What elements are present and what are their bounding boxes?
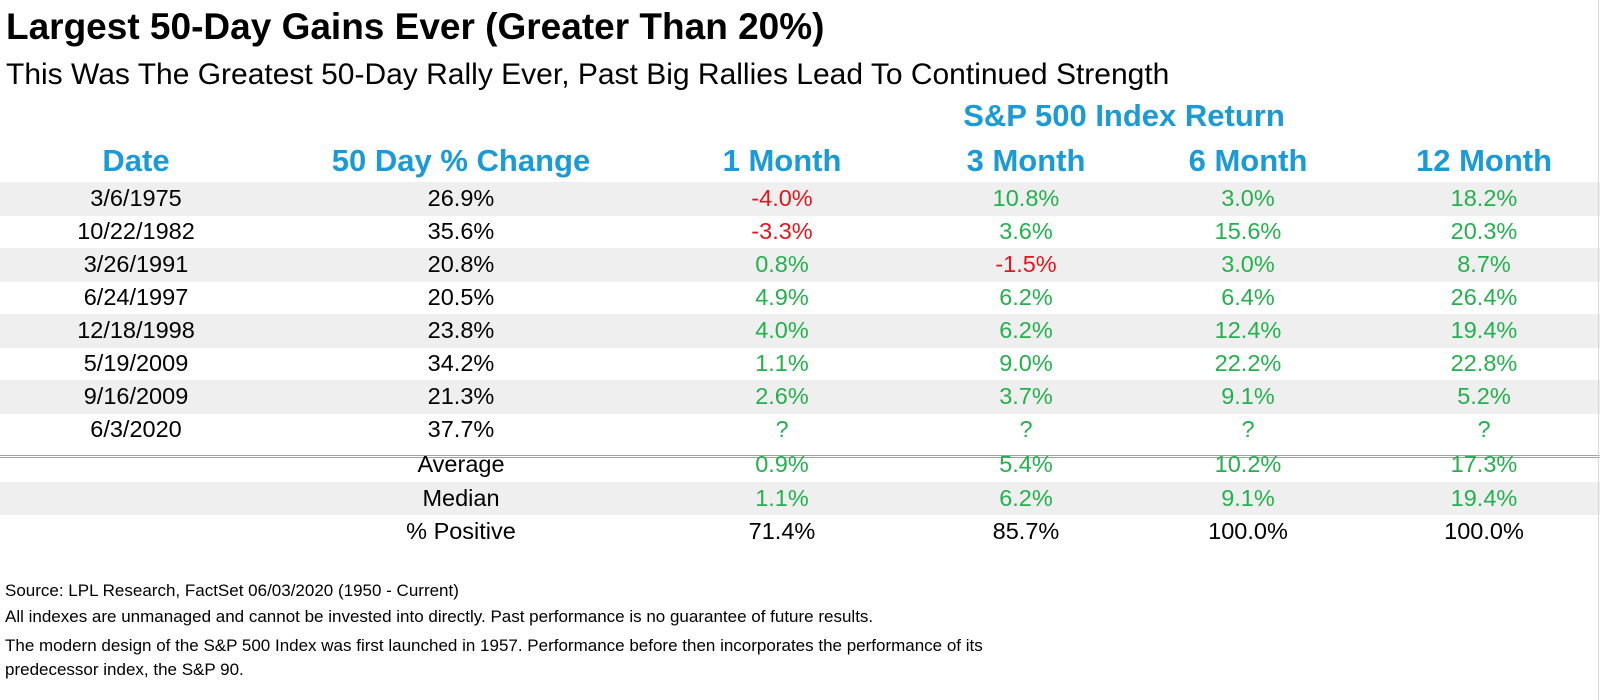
table-row: 10/22/1982 35.6% -3.3% 3.6% 15.6% 20.3% (0, 215, 1600, 249)
summary-value: 1.1% (755, 484, 809, 511)
cell-return: 2.6% (755, 383, 809, 410)
cell-date: 10/22/1982 (77, 218, 195, 245)
cell-return: 1.1% (755, 350, 809, 377)
summary-value: 71.4% (748, 518, 816, 545)
cell-date: 9/16/2009 (83, 383, 189, 410)
summary-value: 10.2% (1214, 451, 1282, 478)
cell-return: 6.4% (1221, 284, 1275, 311)
methodology-note-line-1: The modern design of the S&P 500 Index w… (5, 636, 983, 655)
table-row: 6/3/2020 37.7%???? (0, 413, 1600, 447)
page-subtitle: This Was The Greatest 50-Day Rally Ever,… (6, 58, 1170, 91)
table-row: 3/26/1991 20.8% 0.8% -1.5% 3.0% 8.7% (0, 248, 1600, 282)
cell-date: 3/26/1991 (83, 251, 189, 278)
table-divider (0, 455, 1600, 458)
table-row: 9/16/2009 21.3% 2.6% 3.7% 9.1% 5.2% (0, 380, 1600, 414)
cell-return: 9.1% (1221, 383, 1275, 410)
cell-return: -3.3% (751, 218, 813, 245)
cell-return: ? (775, 416, 789, 443)
page-title: Largest 50-Day Gains Ever (Greater Than … (6, 6, 825, 47)
cell-return: 3.0% (1221, 185, 1275, 212)
cell-return: 3.6% (999, 218, 1053, 245)
cell-50-day-change: 35.6% (427, 218, 495, 245)
cell-return: ? (1019, 416, 1033, 443)
column-header-12-month: 12 Month (1415, 142, 1553, 178)
summary-value (36, 448, 236, 482)
summary-value: 19.4% (1450, 484, 1518, 511)
cell-return: 6.2% (999, 317, 1053, 344)
cell-return: ? (1477, 416, 1491, 443)
cell-return: 19.4% (1450, 317, 1518, 344)
summary-row: Average 0.9% 5.4% 10.2% 17.3% (0, 448, 1600, 482)
cell-return: 9.0% (999, 350, 1053, 377)
cell-return: 20.3% (1450, 218, 1518, 245)
cell-50-day-change: 23.8% (427, 317, 495, 344)
column-header-1-month: 1 Month (722, 142, 842, 178)
cell-return: 26.4% (1450, 284, 1518, 311)
cell-date: 3/6/1975 (90, 185, 182, 212)
summary-value: 85.7% (992, 518, 1060, 545)
cell-date: 6/3/2020 (90, 416, 182, 443)
cell-return: -4.0% (751, 185, 813, 212)
cell-return: 12.4% (1214, 317, 1282, 344)
cell-return: 6.2% (999, 284, 1053, 311)
cell-return: 22.2% (1214, 350, 1282, 377)
summary-value: 17.3% (1450, 451, 1518, 478)
summary-row: % Positive 71.4% 85.7% 100.0% 100.0% (0, 515, 1600, 549)
summary-value: 100.0% (1444, 518, 1524, 545)
cell-return: 10.8% (992, 185, 1060, 212)
cell-return: 15.6% (1214, 218, 1282, 245)
cell-return: 18.2% (1450, 185, 1518, 212)
cell-return: 22.8% (1450, 350, 1518, 377)
summary-value: 100.0% (1208, 518, 1288, 545)
cell-date: 6/24/1997 (83, 284, 189, 311)
disclaimer-note: All indexes are unmanaged and cannot be … (5, 607, 874, 626)
summary-value (36, 515, 236, 549)
cell-return: ? (1241, 416, 1255, 443)
cell-return: 4.0% (755, 317, 809, 344)
cell-50-day-change: 20.8% (427, 251, 495, 278)
cell-50-day-change: 21.3% (427, 383, 495, 410)
summary-label: Average (417, 451, 505, 478)
summary-row: Median 1.1% 6.2% 9.1% 19.4% (0, 481, 1600, 516)
column-header-50-day-change: 50 Day % Change (331, 142, 591, 178)
summary-value: 6.2% (999, 484, 1053, 511)
summary-label: Median (422, 484, 500, 511)
summary-value: 0.9% (755, 451, 809, 478)
cell-date: 5/19/2009 (83, 350, 189, 377)
table-row: 12/18/1998 23.8% 4.0% 6.2% 12.4% 19.4% (0, 314, 1600, 348)
cell-50-day-change: 26.9% (427, 185, 495, 212)
cell-return: 0.8% (755, 251, 809, 278)
column-header-3-month: 3 Month (966, 142, 1086, 178)
table-row: 6/24/1997 20.5% 4.9% 6.2% 6.4% 26.4% (0, 281, 1600, 315)
cell-return: 3.7% (999, 383, 1053, 410)
cell-50-day-change: 34.2% (427, 350, 495, 377)
column-header-date: Date (102, 142, 170, 178)
cell-return: 3.0% (1221, 251, 1275, 278)
summary-value: 5.4% (999, 451, 1053, 478)
table-header-row: Date 50 Day % Change 1 Month 3 Month 6 M… (0, 142, 1600, 178)
table-row: 5/19/2009 34.2% 1.1% 9.0% 22.2% 22.8% (0, 347, 1600, 381)
cell-return: -1.5% (995, 251, 1057, 278)
methodology-note-line-2: predecessor index, the S&P 90. (5, 660, 244, 679)
cell-date: 12/18/1998 (77, 317, 195, 344)
cell-return: 5.2% (1457, 383, 1511, 410)
cell-return: 8.7% (1457, 251, 1511, 278)
column-header-6-month: 6 Month (1188, 142, 1308, 178)
source-note: Source: LPL Research, FactSet 06/03/2020… (5, 581, 459, 600)
column-group-header: S&P 500 Index Return (963, 98, 1285, 133)
cell-50-day-change: 20.5% (427, 284, 495, 311)
summary-label: % Positive (406, 518, 516, 545)
table-row: 3/6/1975 26.9% -4.0% 10.8% 3.0% 18.2% (0, 182, 1600, 216)
summary-value: 9.1% (1221, 484, 1275, 511)
cell-return: 4.9% (755, 284, 809, 311)
right-border (1598, 0, 1599, 700)
summary-value (36, 482, 236, 516)
cell-50-day-change: 37.7% (427, 416, 495, 443)
